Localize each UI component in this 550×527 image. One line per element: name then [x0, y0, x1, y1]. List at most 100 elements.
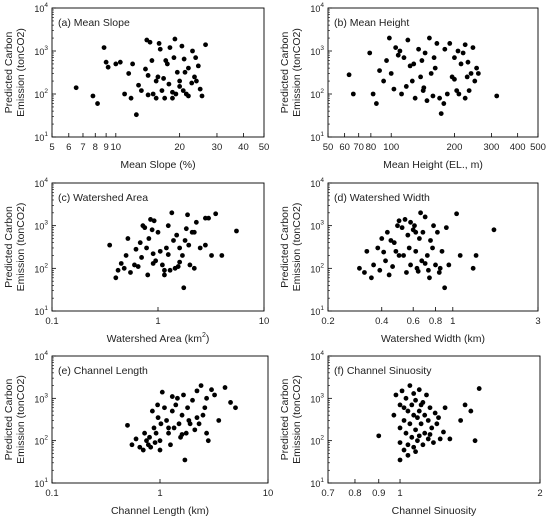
data-point — [433, 262, 438, 268]
data-point — [407, 421, 413, 427]
data-point — [401, 418, 407, 423]
data-point — [397, 457, 403, 463]
y-tick-label: 103 — [34, 220, 48, 232]
data-point — [179, 432, 185, 437]
x-axis-label: Mean Slope (%) — [120, 159, 195, 171]
panel-title: (c) Watershed Area — [58, 192, 148, 204]
data-point — [140, 447, 146, 453]
data-point — [452, 76, 457, 82]
x-tick-label: 0.9 — [372, 488, 385, 499]
data-point — [175, 395, 180, 401]
y-tick-label: 103 — [310, 220, 324, 232]
data-point — [418, 74, 423, 80]
data-point — [424, 392, 429, 398]
data-point — [403, 395, 409, 401]
data-point — [196, 421, 202, 427]
y-axis-label: Emission (tonCO2) — [291, 203, 303, 292]
data-point — [441, 429, 446, 435]
data-point — [161, 76, 166, 81]
x-tick-label: 6 — [66, 142, 71, 153]
data-point — [183, 226, 189, 232]
data-point — [121, 265, 127, 271]
data-point — [422, 430, 428, 436]
data-point — [179, 43, 185, 49]
data-point — [138, 88, 144, 93]
data-point — [143, 66, 148, 72]
panel-1: 101 102 103 104 5 6 7 8 9 10 20 30 40 50 (a) Mean Slop… — [3, 2, 269, 171]
data-point — [350, 91, 356, 97]
x-tick-label: 60 — [339, 142, 350, 153]
data-point — [421, 85, 427, 91]
data-point — [426, 267, 431, 273]
data-point — [415, 268, 421, 274]
data-point — [213, 211, 219, 217]
data-point — [113, 61, 119, 67]
data-point — [162, 272, 167, 278]
data-point — [405, 232, 411, 238]
data-point — [408, 219, 413, 225]
data-point — [130, 61, 136, 67]
data-point — [424, 98, 430, 104]
y-axis-label: Predicted Carbon — [3, 206, 15, 288]
data-point — [464, 74, 470, 80]
data-point — [454, 211, 459, 217]
data-point — [429, 425, 435, 431]
data-point — [375, 245, 381, 251]
data-point — [190, 48, 195, 54]
data-point — [420, 442, 426, 448]
data-point — [425, 418, 431, 423]
data-point — [144, 245, 149, 251]
panel-title: (d) Watershed Width — [334, 192, 430, 204]
data-point — [181, 285, 187, 291]
data-point — [395, 52, 401, 58]
data-point — [470, 45, 476, 50]
data-point — [454, 88, 460, 93]
data-point — [388, 238, 394, 243]
data-point — [128, 95, 134, 101]
data-point — [107, 242, 113, 248]
data-point — [191, 265, 197, 271]
data-point — [436, 415, 441, 421]
data-point — [180, 88, 186, 93]
data-point — [434, 41, 440, 46]
x-tick-label: 400 — [510, 142, 526, 153]
data-point — [73, 85, 79, 91]
data-point — [122, 91, 127, 97]
data-point — [177, 245, 183, 251]
data-point — [415, 438, 420, 444]
y-axis-label: Emission (tonCO2) — [15, 28, 27, 117]
data-point — [203, 42, 208, 48]
data-point — [405, 442, 411, 448]
data-point — [157, 438, 163, 444]
data-point — [222, 385, 228, 390]
data-point — [442, 405, 448, 411]
y-axis-label: Predicted Carbon — [279, 206, 291, 288]
data-point — [376, 433, 382, 439]
x-axis-label: Channel Sinuosity — [392, 505, 477, 517]
data-point — [136, 82, 141, 88]
y-tick-label: 102 — [310, 88, 324, 100]
data-point — [367, 50, 373, 56]
data-point — [103, 59, 109, 65]
data-point — [357, 265, 362, 271]
data-point — [153, 95, 159, 101]
data-point — [455, 48, 461, 54]
data-point — [472, 438, 478, 444]
data-point — [447, 436, 453, 442]
y-axis-label: Emission (tonCO2) — [15, 375, 27, 464]
panel-title: (e) Channel Length — [58, 365, 148, 377]
data-point — [183, 430, 189, 436]
data-point — [115, 267, 121, 273]
data-point — [189, 80, 195, 86]
data-point — [416, 46, 421, 52]
data-point — [388, 71, 394, 76]
data-point — [137, 444, 143, 450]
data-point — [192, 74, 197, 80]
data-point — [105, 64, 111, 70]
data-point — [399, 91, 404, 97]
data-point — [386, 35, 392, 41]
data-point — [135, 264, 141, 269]
x-tick-label: 1 — [397, 488, 402, 499]
panel-title: (a) Mean Slope — [58, 17, 130, 29]
